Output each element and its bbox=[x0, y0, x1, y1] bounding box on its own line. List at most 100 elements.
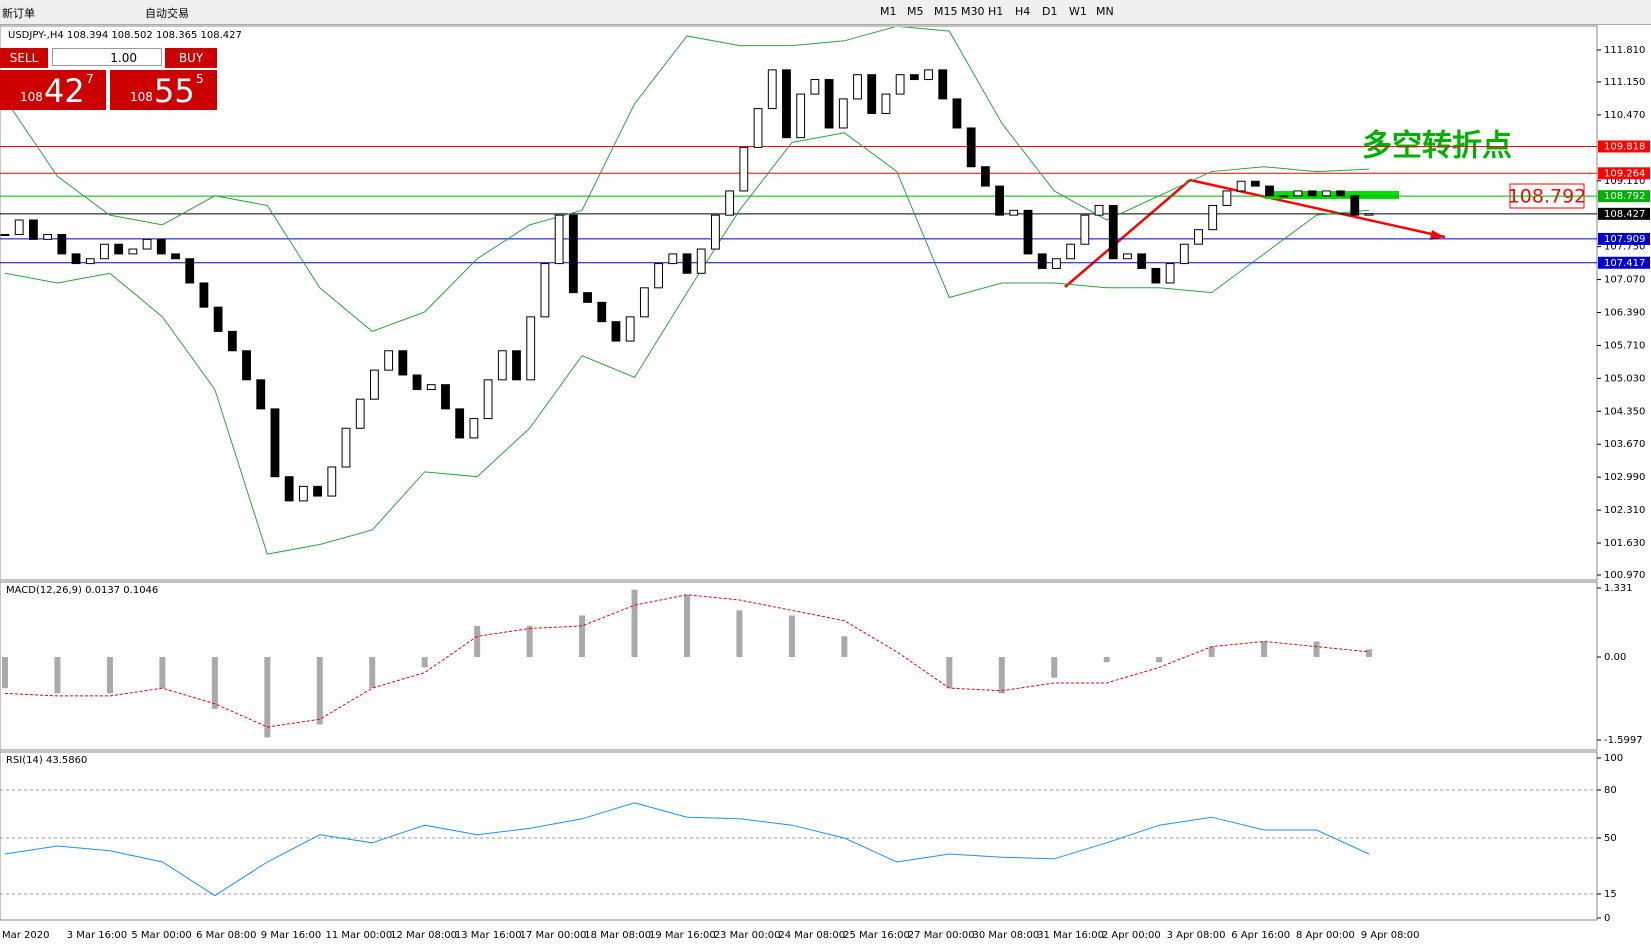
x-tick-label: 3 Mar 16:00 bbox=[67, 930, 127, 941]
x-tick-label: Mar 2020 bbox=[2, 930, 50, 941]
candle bbox=[583, 292, 592, 303]
timeframe[interactable]: H1 bbox=[988, 5, 1004, 18]
candle bbox=[355, 398, 365, 429]
candle bbox=[441, 384, 450, 410]
candle bbox=[270, 408, 280, 478]
lots-input[interactable]: 1.00 bbox=[52, 48, 162, 66]
zone-bar bbox=[1265, 191, 1399, 199]
candle bbox=[71, 253, 81, 265]
rsi-line bbox=[4, 802, 1370, 897]
candle bbox=[1350, 195, 1360, 216]
price-big: 108 bbox=[130, 90, 153, 104]
candle bbox=[1165, 263, 1175, 284]
y-tick-label: 50 bbox=[1604, 833, 1617, 844]
candle bbox=[540, 263, 550, 318]
x-tick-label: 25 Mar 16:00 bbox=[843, 930, 910, 941]
rsi-label: RSI(14) 43.5860 bbox=[6, 755, 87, 766]
candle bbox=[1066, 243, 1076, 260]
x-tick-label: 3 Apr 08:00 bbox=[1167, 930, 1226, 941]
candle bbox=[1265, 185, 1274, 197]
candle bbox=[909, 74, 919, 81]
timeframe[interactable]: H4 bbox=[1015, 5, 1031, 18]
candle bbox=[469, 418, 479, 439]
candle bbox=[128, 248, 138, 255]
candle bbox=[284, 476, 294, 502]
x-tick-label: 30 Mar 08:00 bbox=[973, 930, 1040, 941]
candle bbox=[1080, 214, 1090, 245]
level-tag bbox=[1598, 256, 1650, 269]
y-tick-label: 104.350 bbox=[1604, 406, 1645, 417]
candle bbox=[1250, 180, 1260, 187]
candle bbox=[1336, 190, 1345, 197]
sell-price[interactable]: 108 42 7 bbox=[0, 70, 106, 110]
x-tick-label: 12 Mar 08:00 bbox=[390, 930, 457, 941]
buy-price[interactable]: 108 55 5 bbox=[110, 70, 217, 110]
candle bbox=[1208, 204, 1218, 231]
candle bbox=[966, 127, 976, 168]
candle bbox=[185, 258, 195, 284]
candle bbox=[782, 69, 791, 139]
candle bbox=[1194, 229, 1203, 245]
timeframe[interactable]: M15 bbox=[934, 5, 958, 18]
candle bbox=[1009, 209, 1019, 216]
candle bbox=[739, 146, 749, 192]
trend-arrow bbox=[1064, 179, 1191, 288]
candle bbox=[611, 321, 621, 342]
timeframe[interactable]: M1 bbox=[880, 5, 897, 18]
candle bbox=[867, 74, 877, 114]
new-order[interactable]: 新订单 bbox=[2, 7, 35, 20]
x-tick-label: 13 Mar 16:00 bbox=[455, 930, 522, 941]
y-tick-label: 107.070 bbox=[1604, 275, 1645, 286]
timeframe[interactable]: W1 bbox=[1069, 5, 1087, 18]
x-tick-label: 19 Mar 16:00 bbox=[649, 930, 716, 941]
candle bbox=[853, 74, 862, 100]
candle bbox=[1222, 190, 1232, 206]
candle bbox=[654, 263, 663, 289]
timeframe[interactable]: M30 bbox=[961, 5, 985, 18]
level-label: 107.909 bbox=[1604, 234, 1645, 245]
candle bbox=[1137, 253, 1147, 269]
x-tick-label: 9 Apr 08:00 bbox=[1361, 930, 1420, 941]
candle bbox=[199, 282, 209, 308]
level-tag bbox=[1598, 190, 1650, 203]
auto-trading[interactable]: 自动交易 bbox=[145, 7, 189, 20]
candle bbox=[1108, 204, 1118, 260]
level-label: 107.417 bbox=[1604, 258, 1645, 269]
candle bbox=[57, 234, 67, 255]
buy-button[interactable]: BUY bbox=[165, 48, 217, 68]
timeframe[interactable]: D1 bbox=[1042, 5, 1058, 18]
candle bbox=[995, 185, 1004, 216]
candle bbox=[682, 253, 692, 274]
x-tick-label: 2 Apr 00:00 bbox=[1102, 930, 1161, 941]
candle bbox=[512, 350, 521, 381]
x-tick-label: 24 Mar 08:00 bbox=[778, 930, 845, 941]
y-tick-label: -1.5997 bbox=[1604, 735, 1643, 746]
y-tick-label: 15 bbox=[1604, 889, 1617, 900]
level-label: 109.264 bbox=[1604, 168, 1645, 179]
candle bbox=[810, 79, 820, 95]
candle bbox=[1364, 213, 1374, 216]
candle bbox=[824, 79, 834, 129]
candle bbox=[753, 108, 763, 148]
chart-header: USDJPY-,H4 108.394 108.502 108.365 108.4… bbox=[8, 30, 242, 41]
candle bbox=[227, 330, 237, 352]
sell-button[interactable]: SELL bbox=[0, 48, 48, 68]
candle bbox=[256, 379, 266, 410]
y-tick-label: 101.630 bbox=[1604, 538, 1645, 549]
y-tick-label: 105.710 bbox=[1604, 340, 1645, 351]
candle bbox=[696, 248, 706, 274]
candle bbox=[767, 69, 777, 110]
candle bbox=[14, 219, 24, 236]
candle bbox=[725, 190, 735, 216]
candle bbox=[85, 258, 95, 265]
timeframe[interactable]: MN bbox=[1096, 5, 1114, 18]
candle bbox=[924, 69, 933, 81]
macd-signal bbox=[4, 594, 1370, 728]
y-tick-label: 100 bbox=[1604, 753, 1623, 764]
timeframe[interactable]: M5 bbox=[907, 5, 924, 18]
price-digits: 42 bbox=[44, 72, 85, 110]
candle bbox=[597, 301, 607, 323]
candle bbox=[1236, 180, 1246, 192]
